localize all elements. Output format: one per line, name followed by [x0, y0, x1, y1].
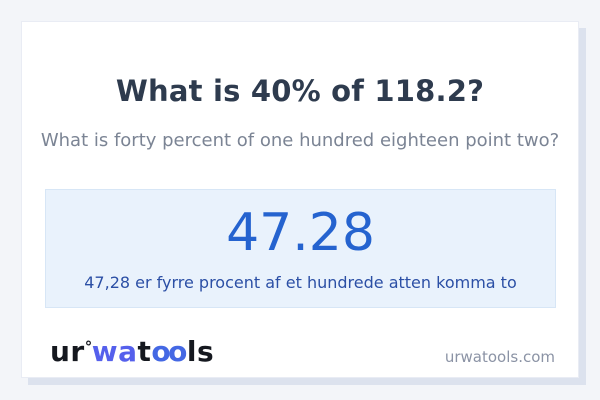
- answer-sentence: 47,28 er fyrre procent af et hundrede at…: [84, 273, 517, 292]
- logo-glasses-oo: oo: [151, 335, 187, 368]
- logo-part-wa: wa: [91, 335, 138, 368]
- result-card: What is 40% of 118.2? What is forty perc…: [21, 21, 579, 378]
- page-title: What is 40% of 118.2?: [115, 74, 485, 108]
- logo-part-ls: ls: [186, 335, 215, 368]
- logo-ring-icon: °: [84, 338, 93, 356]
- question-in-words: What is forty percent of one hundred eig…: [40, 130, 560, 151]
- answer-value: 47.28: [226, 203, 375, 263]
- answer-panel: 47.28 47,28 er fyrre procent af et hundr…: [45, 189, 556, 308]
- urwatools-logo[interactable]: ur°watools: [50, 334, 214, 370]
- logo-part-t: t: [137, 335, 152, 368]
- website-link[interactable]: urwatools.com: [444, 348, 555, 366]
- logo-part-ur: ur: [50, 335, 85, 368]
